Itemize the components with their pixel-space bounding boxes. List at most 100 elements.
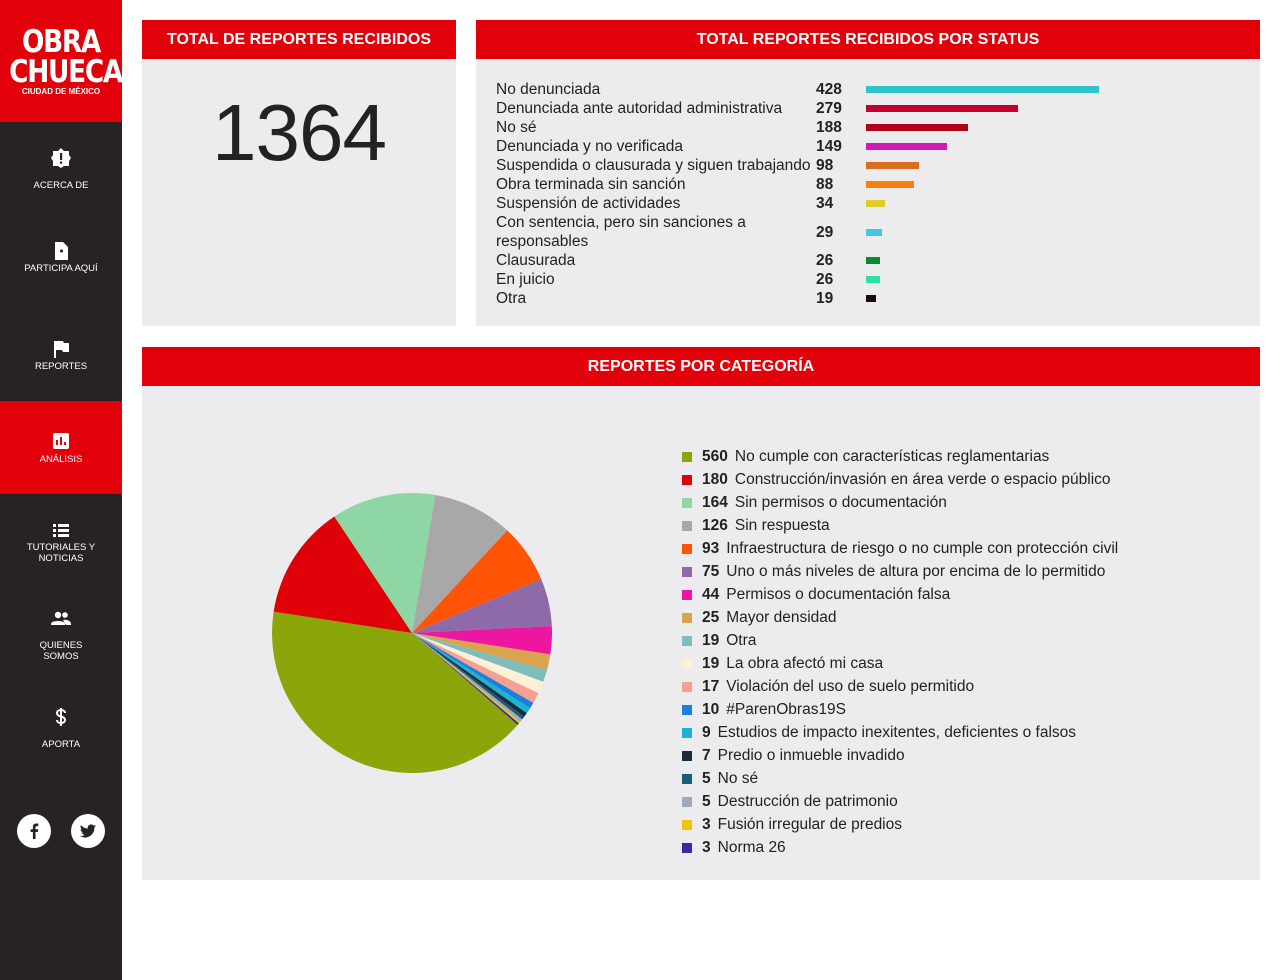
status-row: No sé 188: [496, 118, 1236, 137]
status-row: Con sentencia, pero sin sanciones a resp…: [496, 213, 1236, 251]
legend-label: Otra: [726, 631, 757, 649]
legend-value: 19: [702, 631, 720, 649]
twitter-button[interactable]: [71, 814, 105, 848]
legend-label: Norma 26: [717, 838, 786, 856]
menu-item[interactable]: QUIENES SOMOS: [0, 587, 122, 680]
bar: [866, 276, 881, 283]
legend-label: #ParenObras19S: [726, 700, 847, 718]
status-value: 29: [816, 223, 834, 241]
bar: [866, 257, 881, 264]
legend-label: Violación del uso de suelo permitido: [726, 677, 975, 695]
legend-swatch: [682, 497, 692, 508]
legend-row: 75 Uno o más niveles de altura por encima…: [682, 560, 1118, 583]
total-panel: TOTAL DE REPORTES RECIBIDOS 1364: [142, 20, 456, 326]
icon: [80, 824, 96, 838]
bar: [866, 105, 1018, 112]
status-row: Suspensión de actividades 34: [496, 194, 1236, 213]
status-panel: TOTAL REPORTES RECIBIDOS POR STATUS No d…: [476, 20, 1260, 326]
menu-label: PARTICIPA AQUÍ: [24, 263, 98, 274]
status-row: Clausurada 26: [496, 251, 1236, 270]
pie-slice: [412, 633, 547, 682]
pie-slice: [412, 633, 523, 722]
legend-swatch: [682, 658, 692, 669]
menu-label: TUTORIALES Y NOTICIAS: [26, 542, 96, 564]
legend-swatch: [682, 727, 692, 738]
status-label: Obra terminada sin sanción: [496, 176, 686, 193]
legend-label: Sin respuesta: [734, 516, 830, 534]
legend-swatch: [682, 566, 692, 577]
menu-item[interactable]: APORTA: [0, 680, 122, 773]
legend-row: 126 Sin respuesta: [682, 514, 1118, 537]
status-label: Con sentencia, pero sin sanciones a resp…: [496, 214, 746, 250]
legend-swatch: [682, 543, 692, 554]
status-value: 34: [816, 195, 834, 212]
bar: [866, 86, 1099, 93]
legend-label: Uno o más niveles de altura por encima d…: [726, 562, 1106, 580]
legend-value: 180: [702, 470, 728, 488]
status-label: Suspendida o clausurada y siguen trabaja…: [496, 157, 811, 174]
facebook-button[interactable]: [17, 814, 51, 848]
status-value: 428: [816, 81, 842, 98]
bar: [866, 228, 882, 236]
legend-label: Destrucción de patrimonio: [717, 792, 898, 810]
legend-swatch: [682, 451, 692, 462]
menu-item[interactable]: REPORTES: [0, 308, 122, 401]
legend-swatch: [682, 635, 692, 646]
legend-row: 3 Norma 26: [682, 836, 1118, 859]
menu-item[interactable]: ANÁLISIS: [0, 401, 122, 494]
status-row: Obra terminada sin sanción 88: [496, 175, 1236, 194]
status-row: Denunciada y no verificada 149: [496, 137, 1236, 156]
legend-row: 10 #ParenObras19S: [682, 698, 1118, 721]
logo[interactable]: OBRA CHUECA CIUDAD DE MÉXICO: [0, 0, 123, 122]
status-label: No denunciada: [496, 81, 601, 98]
legend-swatch: [682, 796, 692, 807]
legend-value: 93: [702, 539, 720, 557]
icon: [55, 708, 67, 726]
legend-label: Construcción/invasión en área verde o es…: [734, 470, 1111, 488]
status-row: Otra 19: [496, 289, 1236, 308]
pie-slice: [412, 633, 531, 714]
legend-value: 560: [702, 447, 728, 465]
legend-swatch: [682, 750, 692, 761]
legend-row: 180 Construcción/invasión en área verde o…: [682, 468, 1118, 491]
pie-slice: [412, 530, 542, 633]
pie-slice: [412, 633, 525, 720]
bar: [866, 143, 948, 150]
legend-row: 164 Sin permisos o documentación: [682, 491, 1118, 514]
legend-swatch: [682, 520, 692, 531]
menu-item[interactable]: ACERCA DE: [0, 122, 122, 215]
panel-title: TOTAL DE REPORTES RECIBIDOS: [142, 20, 456, 59]
status-row: En juicio 26: [496, 270, 1236, 289]
pie-slice: [412, 633, 521, 724]
menu-label: ANÁLISIS: [39, 454, 83, 465]
status-value: 279: [816, 100, 842, 117]
panel-title: TOTAL REPORTES RECIBIDOS POR STATUS: [476, 20, 1260, 59]
menu-item[interactable]: TUTORIALES Y NOTICIAS: [0, 494, 122, 587]
legend-row: 5 No sé: [682, 767, 1118, 790]
status-value: 188: [816, 119, 842, 136]
pie-slice: [334, 493, 436, 633]
legend-row: 9 Estudios de impacto inexitentes, defici…: [682, 721, 1118, 744]
icon: [30, 823, 39, 839]
pie-slice: [412, 579, 552, 633]
legend-label: La obra afectó mi casa: [726, 654, 884, 672]
legend-swatch: [682, 842, 692, 853]
legend-swatch: [682, 773, 692, 784]
legend-label: Permisos o documentación falsa: [726, 585, 951, 603]
legend-label: Fusión irregular de predios: [717, 815, 902, 833]
status-value: 19: [816, 290, 834, 307]
status-value: 149: [816, 138, 842, 155]
legend-row: 560 No cumple con características reglame…: [682, 445, 1118, 468]
status-row: No denunciada 428: [496, 80, 1236, 99]
bar: [866, 162, 920, 169]
legend-value: 126: [702, 516, 728, 534]
legend-row: 19 Otra: [682, 629, 1118, 652]
menu-item[interactable]: PARTICIPA AQUÍ: [0, 215, 122, 308]
legend-label: No cumple con características reglamenta…: [734, 447, 1050, 465]
legend-value: 3: [702, 815, 711, 833]
icon: [53, 433, 69, 449]
status-label: No sé: [496, 119, 537, 136]
legend-label: Estudios de impacto inexitentes, deficie…: [717, 723, 1077, 741]
legend-value: 25: [702, 608, 720, 626]
legend-value: 75: [702, 562, 720, 580]
